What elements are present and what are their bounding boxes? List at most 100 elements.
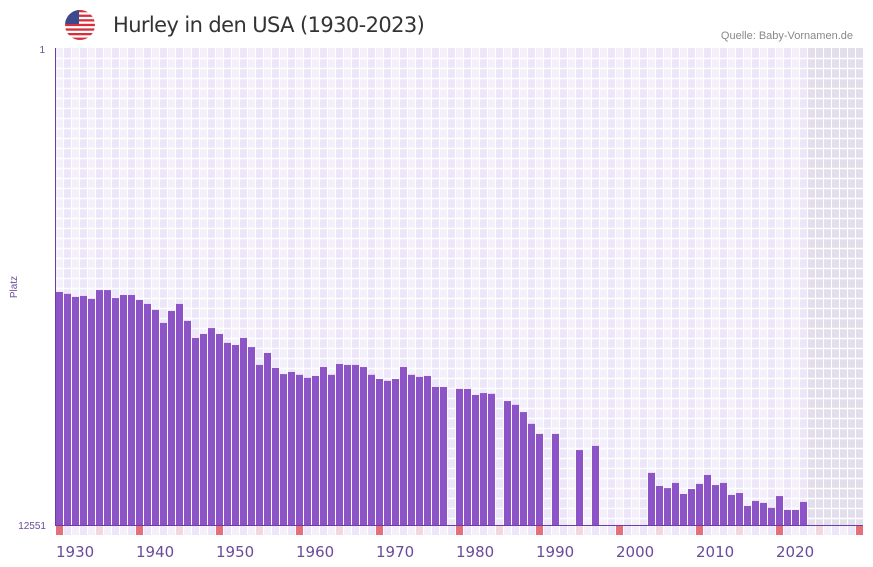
bar-1972[interactable] [392, 379, 399, 525]
bar-1995[interactable] [576, 450, 583, 525]
bar-1930[interactable] [56, 291, 63, 525]
year-marker-1942 [152, 526, 159, 535]
bar-1983[interactable] [480, 393, 487, 525]
bar-1967[interactable] [352, 364, 359, 525]
bar-1941[interactable] [144, 303, 151, 525]
bar-1981[interactable] [464, 388, 471, 525]
bar-1958[interactable] [280, 374, 287, 525]
bar-2014[interactable] [728, 494, 735, 525]
bar-1948[interactable] [200, 333, 207, 525]
bar-1982[interactable] [472, 394, 479, 525]
bar-1946[interactable] [184, 320, 191, 525]
bar-1962[interactable] [312, 375, 319, 525]
bar-1934[interactable] [88, 298, 95, 525]
bar-1955[interactable] [256, 364, 263, 525]
bar-1989[interactable] [528, 423, 535, 525]
bar-1953[interactable] [240, 337, 247, 525]
year-marker-2009 [688, 526, 695, 535]
bar-2016[interactable] [744, 505, 751, 525]
column-bg [240, 48, 247, 525]
column-bg [856, 48, 863, 525]
bar-1935[interactable] [96, 290, 103, 525]
bar-1931[interactable] [64, 293, 71, 525]
bar-1960[interactable] [296, 374, 303, 525]
bar-1997[interactable] [592, 445, 599, 525]
bar-1947[interactable] [192, 337, 199, 525]
column-bg [224, 48, 231, 525]
bar-1973[interactable] [400, 367, 407, 525]
bar-1980[interactable] [456, 388, 463, 525]
bar-1933[interactable] [80, 295, 87, 525]
bar-2007[interactable] [672, 482, 679, 525]
year-marker-2014 [728, 526, 735, 535]
bar-1949[interactable] [208, 328, 215, 525]
bar-1937[interactable] [112, 298, 119, 525]
bar-2018[interactable] [760, 502, 767, 525]
bar-1938[interactable] [120, 295, 127, 525]
bar-1978[interactable] [440, 386, 447, 525]
bar-1954[interactable] [248, 347, 255, 525]
bar-2005[interactable] [656, 486, 663, 525]
year-marker-1990 [536, 526, 543, 535]
bar-2004[interactable] [648, 472, 655, 525]
bar-1956[interactable] [264, 352, 271, 525]
bar-1940[interactable] [136, 299, 143, 525]
bar-1988[interactable] [520, 412, 527, 525]
bar-2013[interactable] [720, 482, 727, 525]
bar-2020[interactable] [776, 496, 783, 525]
bar-2009[interactable] [688, 489, 695, 525]
year-marker-2008 [680, 526, 687, 535]
bar-1932[interactable] [72, 296, 79, 525]
column-bg [104, 48, 111, 525]
bar-1969[interactable] [368, 374, 375, 525]
bar-1964[interactable] [328, 374, 335, 525]
bar-1963[interactable] [320, 367, 327, 525]
bar-1945[interactable] [176, 303, 183, 525]
bar-1968[interactable] [360, 367, 367, 525]
year-marker-1962 [312, 526, 319, 535]
bar-1976[interactable] [424, 375, 431, 525]
bar-1965[interactable] [336, 363, 343, 525]
bar-1959[interactable] [288, 371, 295, 525]
year-marker-1987 [512, 526, 519, 535]
bar-1971[interactable] [384, 380, 391, 525]
bar-1952[interactable] [232, 344, 239, 525]
bar-1977[interactable] [432, 386, 439, 525]
bar-2011[interactable] [704, 474, 711, 525]
bar-1961[interactable] [304, 377, 311, 525]
bar-1939[interactable] [128, 295, 135, 525]
year-marker-2028 [840, 526, 847, 535]
bar-1943[interactable] [160, 322, 167, 525]
bar-1936[interactable] [104, 290, 111, 525]
column-bg [720, 48, 727, 525]
bar-2010[interactable] [696, 483, 703, 525]
bar-1957[interactable] [272, 367, 279, 525]
bar-2015[interactable] [736, 493, 743, 525]
year-marker-1984 [488, 526, 495, 535]
bar-1986[interactable] [504, 401, 511, 525]
bar-2023[interactable] [800, 501, 807, 525]
bar-1987[interactable] [512, 404, 519, 525]
column-bg [624, 48, 631, 525]
bar-1992[interactable] [552, 433, 559, 525]
bar-2021[interactable] [784, 509, 791, 525]
year-marker-1999 [608, 526, 615, 535]
year-marker-2003 [640, 526, 647, 535]
bar-1990[interactable] [536, 433, 543, 525]
bar-2022[interactable] [792, 509, 799, 525]
bar-1984[interactable] [488, 393, 495, 525]
bar-1942[interactable] [152, 309, 159, 525]
bar-1970[interactable] [376, 379, 383, 525]
column-bg [448, 48, 455, 525]
bar-2012[interactable] [712, 485, 719, 525]
bar-1975[interactable] [416, 376, 423, 525]
bar-2006[interactable] [664, 488, 671, 525]
bar-1951[interactable] [224, 342, 231, 525]
bar-2019[interactable] [768, 507, 775, 525]
bar-2008[interactable] [680, 493, 687, 525]
bar-2017[interactable] [752, 501, 759, 525]
bar-1974[interactable] [408, 374, 415, 525]
bar-1950[interactable] [216, 333, 223, 525]
bar-1944[interactable] [168, 310, 175, 525]
bar-1966[interactable] [344, 364, 351, 525]
